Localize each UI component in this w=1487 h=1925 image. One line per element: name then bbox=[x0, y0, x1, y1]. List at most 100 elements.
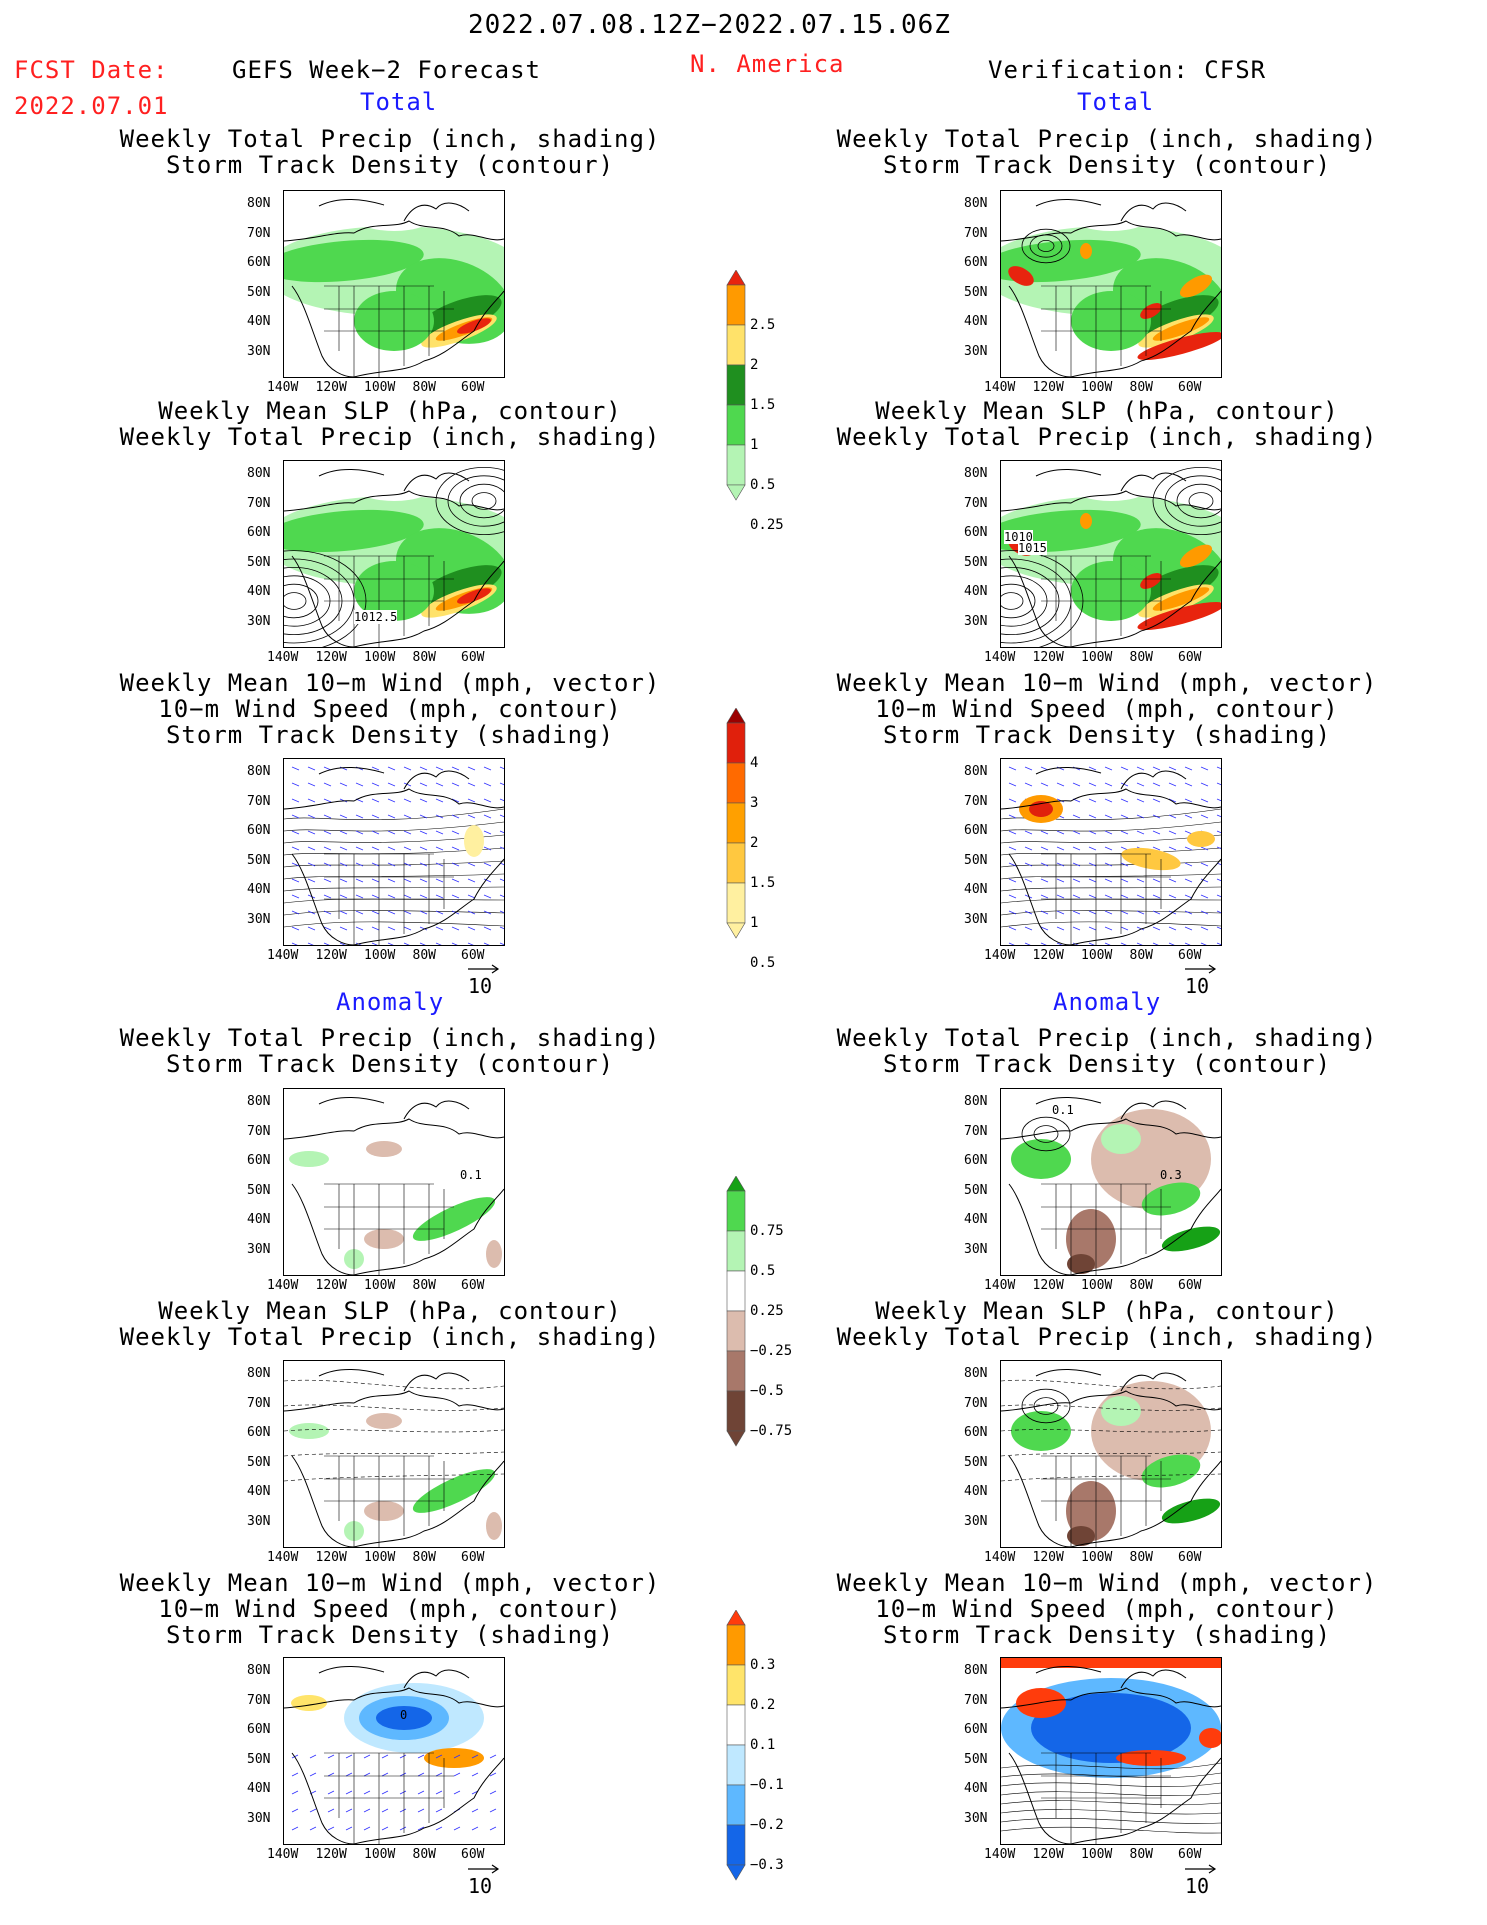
colorbar-graphic bbox=[726, 1175, 746, 1447]
lat-tick-label: 40N bbox=[247, 882, 271, 897]
lon-tick-label: 60W bbox=[461, 948, 485, 963]
lon-tick-label: 140W bbox=[267, 380, 299, 395]
colorbar-tick-label: −0.5 bbox=[750, 1383, 784, 1399]
lon-tick-label: 140W bbox=[984, 1278, 1016, 1293]
title-wind-fcst: Weekly Mean 10−m Wind (mph, vector) 10−m… bbox=[100, 670, 680, 748]
vector-reference-value: 10 bbox=[1185, 974, 1210, 998]
lat-tick-label: 30N bbox=[247, 911, 271, 927]
lat-tick-label: 80N bbox=[964, 1366, 988, 1381]
title-line: Storm Track Density (shading) bbox=[165, 721, 615, 749]
vector-reference-obs: 10 bbox=[1185, 964, 1217, 998]
colorbar-tick-label: 1 bbox=[750, 915, 759, 931]
title-precip-storm-fcst-anom: Weekly Total Precip (inch, shading) Stor… bbox=[100, 1025, 680, 1077]
title-slp-precip-fcst-anom: Weekly Mean SLP (hPa, contour) Weekly To… bbox=[100, 1298, 680, 1350]
map-canvas bbox=[1001, 1096, 1221, 1275]
title-line: Weekly Total Precip (inch, shading) bbox=[836, 423, 1378, 451]
lat-tick-label: 30N bbox=[247, 1810, 271, 1826]
map-precip-storm-fcst bbox=[283, 190, 505, 378]
title-line: Weekly Total Precip (inch, shading) bbox=[119, 125, 661, 153]
map-wind-storm-fcst bbox=[283, 758, 505, 946]
arrow-right-icon bbox=[468, 964, 500, 974]
colorbar-tick-label: 0.25 bbox=[750, 517, 784, 533]
title-line: Weekly Mean SLP (hPa, contour) bbox=[875, 397, 1339, 425]
lon-tick-label: 80W bbox=[1129, 1278, 1153, 1293]
lat-tick-label: 70N bbox=[247, 1395, 271, 1411]
colorbar-tick-label: 1.5 bbox=[750, 875, 776, 891]
lon-tick-label: 80W bbox=[412, 948, 436, 963]
fcst-date-value: 2022.07.01 bbox=[14, 92, 169, 120]
lat-tick-label: 70N bbox=[247, 1123, 271, 1139]
lat-tick-label: 60N bbox=[247, 1425, 271, 1440]
section-anomaly-right: Anomaly bbox=[1053, 988, 1162, 1016]
lat-tick-label: 30N bbox=[964, 343, 988, 359]
lat-tick-label: 50N bbox=[247, 852, 271, 868]
title-line: Storm Track Density (shading) bbox=[165, 1621, 615, 1649]
lat-tick-label: 30N bbox=[247, 1241, 271, 1257]
lat-tick-label: 40N bbox=[247, 1781, 271, 1796]
colorbar-storm-anomaly: 0.3 0.2 0.1 −0.1 −0.2 −0.3 bbox=[726, 1609, 784, 1924]
colorbar-tick-label: −0.3 bbox=[750, 1857, 784, 1873]
lon-tick-label: 140W bbox=[984, 1550, 1016, 1565]
arrow-right-icon bbox=[1185, 1864, 1217, 1874]
lon-tick-label: 100W bbox=[364, 1847, 396, 1862]
lat-tick-label: 60N bbox=[964, 1153, 988, 1168]
title-line: Weekly Mean 10−m Wind (mph, vector) bbox=[836, 669, 1378, 697]
lon-tick-label: 100W bbox=[1081, 1278, 1113, 1293]
lon-tick-label: 60W bbox=[1178, 948, 1202, 963]
lon-tick-label: 60W bbox=[461, 380, 485, 395]
lat-tick-label: 70N bbox=[964, 1395, 988, 1411]
lat-tick-label: 70N bbox=[247, 495, 271, 511]
colorbar-tick-label: −0.75 bbox=[750, 1423, 793, 1439]
lat-tick-label: 40N bbox=[247, 584, 271, 599]
lat-tick-label: 60N bbox=[964, 525, 988, 540]
colorbar-tick-label: 0.75 bbox=[750, 1223, 784, 1239]
region-title: N. America bbox=[690, 50, 845, 78]
title-line: Weekly Total Precip (inch, shading) bbox=[836, 1024, 1378, 1052]
title-line: Storm Track Density (contour) bbox=[882, 151, 1332, 179]
map-canvas bbox=[1001, 467, 1221, 647]
lat-tick-label: 40N bbox=[964, 1212, 988, 1227]
lon-tick-label: 60W bbox=[1178, 1550, 1202, 1565]
section-total-right: Total bbox=[1077, 88, 1155, 116]
slp-contour-label: 1010 bbox=[1004, 530, 1033, 544]
lat-tick-label: 30N bbox=[964, 1810, 988, 1826]
title-slp-precip-obs-anom: Weekly Mean SLP (hPa, contour) Weekly To… bbox=[817, 1298, 1397, 1350]
map-canvas bbox=[284, 467, 504, 647]
title-slp-precip-obs: Weekly Mean SLP (hPa, contour) Weekly To… bbox=[817, 398, 1397, 450]
lon-tick-label: 100W bbox=[364, 1550, 396, 1565]
colorbar-tick-label: 0.3 bbox=[750, 1657, 776, 1673]
lat-tick-label: 70N bbox=[247, 793, 271, 809]
lon-tick-label: 60W bbox=[461, 1847, 485, 1862]
lat-tick-label: 60N bbox=[247, 823, 271, 838]
lon-tick-label: 80W bbox=[412, 1550, 436, 1565]
lat-tick-label: 50N bbox=[964, 1751, 988, 1767]
lat-tick-label: 30N bbox=[247, 343, 271, 359]
lat-tick-label: 70N bbox=[247, 1692, 271, 1708]
arrow-right-icon bbox=[1185, 964, 1217, 974]
lat-tick-label: 40N bbox=[964, 1781, 988, 1796]
title-line: Weekly Mean SLP (hPa, contour) bbox=[875, 1297, 1339, 1325]
lon-tick-label: 80W bbox=[1129, 1550, 1153, 1565]
colorbar-tick-label: 0.5 bbox=[750, 955, 776, 971]
lon-tick-label: 100W bbox=[1081, 650, 1113, 665]
colorbar-tick-label: −0.2 bbox=[750, 1817, 784, 1833]
title-line: Weekly Total Precip (inch, shading) bbox=[119, 1024, 661, 1052]
lon-tick-label: 60W bbox=[1178, 380, 1202, 395]
arrow-right-icon bbox=[468, 1864, 500, 1874]
lon-tick-label: 80W bbox=[412, 1847, 436, 1862]
lon-tick-label: 100W bbox=[364, 1278, 396, 1293]
title-line: Weekly Mean 10−m Wind (mph, vector) bbox=[836, 1569, 1378, 1597]
lon-tick-label: 140W bbox=[984, 948, 1016, 963]
colorbar-tick-label: 1 bbox=[750, 437, 759, 453]
map-slp-precip-obs bbox=[1000, 460, 1222, 648]
vector-reference-value: 10 bbox=[1185, 1874, 1210, 1898]
lat-tick-label: 40N bbox=[964, 314, 988, 329]
lat-tick-label: 70N bbox=[964, 225, 988, 241]
date-range-title: 2022.07.08.12Z−2022.07.15.06Z bbox=[468, 10, 951, 40]
lon-tick-label: 100W bbox=[364, 380, 396, 395]
vector-reference-obs-anom: 10 bbox=[1185, 1864, 1217, 1898]
lat-tick-label: 80N bbox=[964, 196, 988, 211]
lon-tick-label: 80W bbox=[412, 380, 436, 395]
map-canvas bbox=[284, 198, 504, 377]
lat-tick-label: 70N bbox=[964, 1692, 988, 1708]
